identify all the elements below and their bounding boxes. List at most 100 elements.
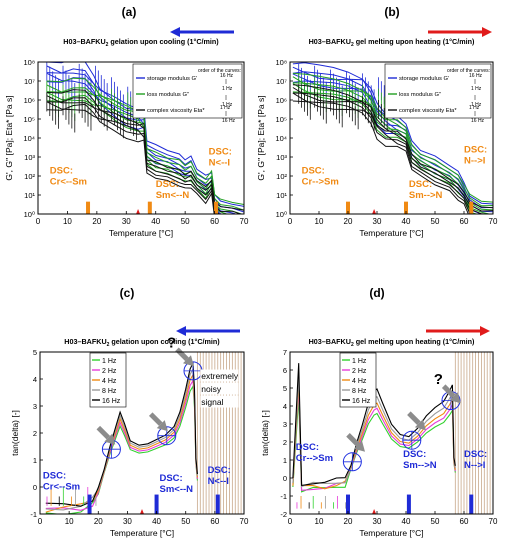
y-axis-label: G', G'' [Pa]; Eta* [Pa s] bbox=[256, 95, 266, 180]
legend-order-to: 1 Hz bbox=[471, 86, 482, 92]
series-complex-line bbox=[46, 103, 215, 214]
dsc-label-line1: DSC: bbox=[208, 465, 231, 476]
x-tick-label: 0 bbox=[288, 517, 293, 526]
dsc-label-line2: N<--I bbox=[209, 158, 230, 169]
x-tick-label: 10 bbox=[315, 217, 324, 226]
legend-entry: loss modulus G'' bbox=[147, 92, 189, 98]
series-complex-line bbox=[292, 92, 493, 214]
grey-pointer-arrow-shaft bbox=[441, 384, 456, 398]
dsc-label-line1: DSC: bbox=[403, 449, 426, 460]
series-freq_16hz-line bbox=[292, 363, 456, 487]
x-axis-label: Temperature [°C] bbox=[359, 528, 423, 538]
series-freq_8hz-line bbox=[292, 376, 456, 488]
y-tick-label: 10¹ bbox=[24, 191, 35, 200]
x-tick-label: 30 bbox=[122, 217, 131, 226]
x-tick-label: 30 bbox=[123, 517, 132, 526]
dsc-marker-bar bbox=[214, 201, 219, 214]
x-tick-label: 20 bbox=[94, 517, 103, 526]
x-tick-label: 50 bbox=[431, 517, 440, 526]
x-tick-label: 40 bbox=[151, 217, 160, 226]
legend-entry: 2 Hz bbox=[352, 368, 367, 375]
legend-entry: storage modulus G' bbox=[399, 76, 449, 82]
legend-box bbox=[384, 63, 492, 119]
x-tick-label: 70 bbox=[489, 217, 498, 226]
x-tick-label: 50 bbox=[431, 217, 440, 226]
x-tick-label: 40 bbox=[402, 217, 411, 226]
panel-b-body: H03–BAFKU2 gel melting upon heating (1°C… bbox=[256, 27, 498, 238]
y-tick-label: 10⁴ bbox=[23, 134, 35, 143]
panel-d: (d) H03–BAFKU2 gel melting upon heating … bbox=[260, 286, 498, 538]
dsc-label-line2: N<--I bbox=[208, 476, 229, 487]
grey-pointer-arrow-shaft bbox=[175, 347, 189, 362]
red-tick-marker bbox=[372, 509, 377, 514]
red-tick-marker bbox=[136, 209, 141, 214]
y-tick-label: 10² bbox=[276, 172, 287, 181]
series-loss-line bbox=[46, 77, 244, 205]
noisy-text-bg bbox=[200, 369, 239, 382]
grey-pointer-arrow-head bbox=[449, 392, 461, 404]
dsc-label-line2: Sm-->N bbox=[403, 460, 437, 471]
grey-pointer-arrow-head bbox=[182, 355, 194, 367]
grey-pointer-arrow-head bbox=[156, 420, 168, 432]
chart-title: H03–BAFKU2 gel melting upon heating (1°C… bbox=[309, 37, 475, 48]
dsc-label-line1: DSC: bbox=[209, 147, 232, 158]
y-tick-label: 2 bbox=[33, 429, 37, 438]
cooling-arrow-head bbox=[170, 27, 180, 37]
plot-area bbox=[292, 62, 493, 214]
x-tick-label: 0 bbox=[38, 517, 43, 526]
dsc-label-line2: Cr<--Sm bbox=[50, 177, 87, 188]
noisy-text-bg bbox=[200, 395, 239, 408]
legend-header: order of the curves: bbox=[198, 68, 241, 74]
dsc-label-line2: N-->I bbox=[464, 156, 485, 167]
y-tick-label: 2 bbox=[283, 438, 287, 447]
noisy-text-bg bbox=[200, 382, 239, 395]
dsc-label-line1: DSC: bbox=[302, 166, 325, 177]
dsc-label-line2: N-->I bbox=[464, 460, 485, 471]
legend-entry: complex viscosity Eta* bbox=[147, 108, 205, 114]
y-tick-label: -1 bbox=[30, 510, 37, 519]
dsc-label-line2: Sm<--N bbox=[159, 484, 193, 495]
legend-order-to: 16 Hz bbox=[471, 118, 485, 124]
y-tick-label: 10¹ bbox=[276, 191, 287, 200]
x-tick-label: 10 bbox=[65, 517, 74, 526]
y-tick-label: 10⁷ bbox=[24, 77, 35, 86]
y-axis-label: tan(delta) [-] bbox=[260, 410, 270, 456]
y-tick-label: 5 bbox=[283, 384, 287, 393]
legend-entry: 4 Hz bbox=[102, 378, 117, 385]
legend-entry: 1 Hz bbox=[102, 358, 117, 365]
dsc-label-line1: DSC: bbox=[50, 166, 73, 177]
y-tick-label: 4 bbox=[283, 402, 287, 411]
legend-order-to: 1 Hz bbox=[222, 102, 233, 108]
x-axis-label: Temperature [°C] bbox=[110, 528, 174, 538]
legend-box bbox=[339, 352, 377, 408]
y-tick-label: 10⁵ bbox=[276, 115, 287, 124]
legend-entry: 1 Hz bbox=[352, 358, 367, 365]
panel-a: (a) H03–BAFKU2 gelation upon cooling (1°… bbox=[4, 5, 249, 238]
x-tick-label: 10 bbox=[63, 217, 72, 226]
grey-pointer-arrow-head bbox=[104, 433, 116, 445]
x-tick-label: 20 bbox=[344, 517, 353, 526]
x-tick-label: 60 bbox=[460, 517, 469, 526]
legend-entry: loss modulus G'' bbox=[399, 92, 441, 98]
y-tick-label: 5 bbox=[33, 348, 37, 357]
question-mark: ? bbox=[434, 371, 443, 388]
series-storage-line bbox=[292, 62, 493, 205]
y-tick-label: 10³ bbox=[276, 153, 287, 162]
panel-d-body: H03–BAFKU2 gel melting upon heating (1°C… bbox=[260, 326, 498, 538]
legend-entry: 16 Hz bbox=[352, 398, 371, 405]
y-tick-label: 10⁶ bbox=[24, 96, 35, 105]
x-tick-label: 30 bbox=[373, 517, 382, 526]
dsc-marker-bar bbox=[147, 201, 152, 214]
series-complex-line bbox=[292, 92, 475, 214]
x-axis-label: Temperature [°C] bbox=[359, 228, 423, 238]
dsc-marker-bar bbox=[346, 201, 350, 214]
plot-area bbox=[46, 62, 244, 214]
plot-frame bbox=[289, 351, 494, 515]
dsc-marker-bar bbox=[86, 201, 91, 214]
panel-label: (c) bbox=[120, 286, 135, 300]
legend-entry: 16 Hz bbox=[102, 398, 121, 405]
series-complex-line bbox=[292, 100, 469, 214]
y-tick-label: 3 bbox=[33, 402, 37, 411]
noisy-annotation: extremely bbox=[201, 371, 239, 381]
